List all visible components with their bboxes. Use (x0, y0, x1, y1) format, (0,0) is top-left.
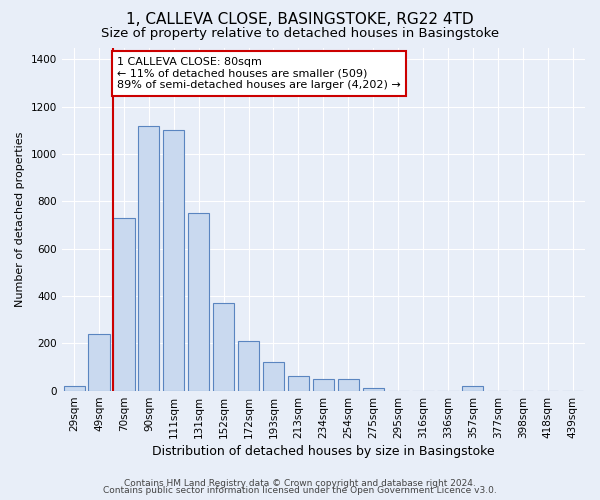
Text: Contains HM Land Registry data © Crown copyright and database right 2024.: Contains HM Land Registry data © Crown c… (124, 478, 476, 488)
Bar (338, 378, 359, 390)
Bar (64, 386, 85, 390)
Text: Contains public sector information licensed under the Open Government Licence v3: Contains public sector information licen… (103, 486, 497, 495)
Bar (113, 218, 134, 390)
Bar (263, 362, 284, 390)
Bar (238, 341, 259, 390)
Bar (362, 388, 384, 390)
Bar (213, 303, 234, 390)
Bar (88, 334, 110, 390)
Text: 1 CALLEVA CLOSE: 80sqm
← 11% of detached houses are smaller (509)
89% of semi-de: 1 CALLEVA CLOSE: 80sqm ← 11% of detached… (117, 57, 401, 90)
Bar (163, 130, 184, 390)
Bar (313, 378, 334, 390)
Bar (288, 376, 309, 390)
Y-axis label: Number of detached properties: Number of detached properties (15, 132, 25, 306)
Bar (138, 126, 160, 390)
Text: Size of property relative to detached houses in Basingstoke: Size of property relative to detached ho… (101, 28, 499, 40)
Text: 1, CALLEVA CLOSE, BASINGSTOKE, RG22 4TD: 1, CALLEVA CLOSE, BASINGSTOKE, RG22 4TD (126, 12, 474, 28)
Bar (462, 386, 484, 390)
Bar (188, 213, 209, 390)
X-axis label: Distribution of detached houses by size in Basingstoke: Distribution of detached houses by size … (152, 444, 494, 458)
